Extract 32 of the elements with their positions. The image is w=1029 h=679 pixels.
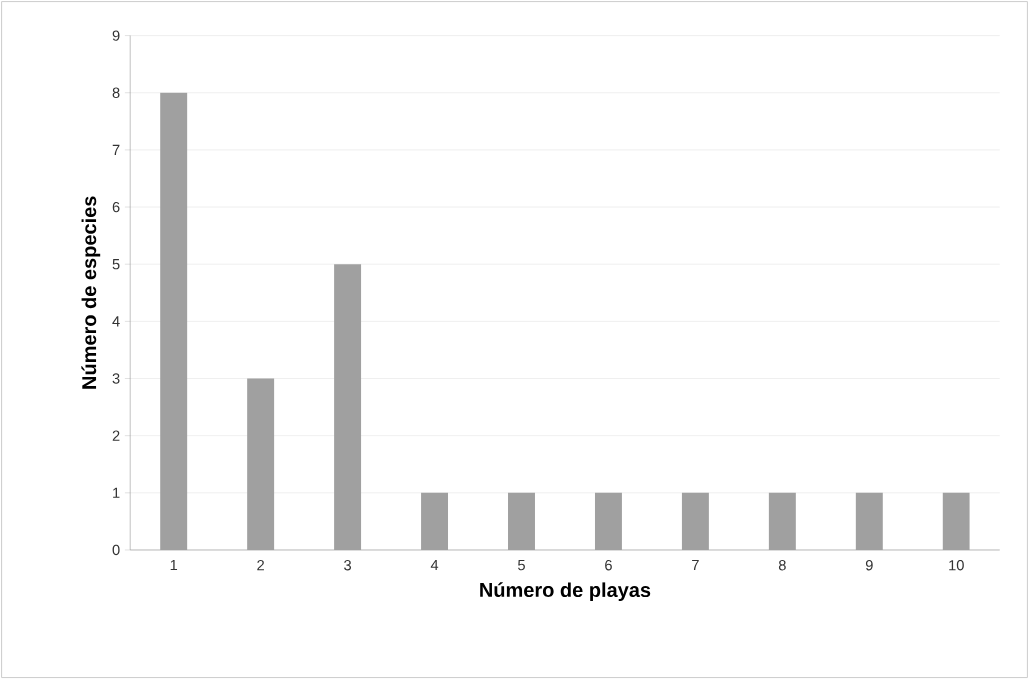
x-tick-label: 10: [949, 559, 964, 571]
y-tick-label: 3: [112, 373, 120, 384]
bar: [942, 492, 970, 550]
x-tick-label: 5: [518, 559, 525, 571]
y-tick-label: 2: [112, 430, 120, 441]
y-tick-label: 6: [112, 201, 120, 213]
x-tick-label: 4: [430, 559, 439, 571]
bar: [508, 492, 535, 550]
y-tick-label: 8: [112, 87, 120, 98]
x-tick-label: 7: [692, 559, 699, 571]
x-axis-title: Número de playas: [480, 582, 651, 601]
bar: [160, 92, 188, 550]
bar: [334, 264, 362, 550]
y-tick-label: 4: [112, 316, 120, 327]
y-axis-title: Número de especies: [81, 196, 101, 389]
bar: [855, 492, 883, 550]
bar: [594, 492, 622, 550]
y-tick-label: 1: [113, 487, 120, 498]
x-tick-label: 8: [778, 559, 786, 571]
bar: [681, 492, 709, 550]
x-tick-label: 9: [865, 559, 873, 571]
x-tick-label: 6: [605, 559, 612, 571]
bar: [768, 492, 796, 550]
x-tick-label: 3: [344, 559, 352, 571]
y-tick-label: 0: [112, 544, 120, 556]
bar: [421, 492, 449, 550]
y-tick-label: 5: [112, 259, 120, 270]
x-tick-label: 1: [170, 559, 178, 571]
y-tick-label: 9: [112, 30, 120, 41]
x-tick-label: 2: [257, 559, 264, 571]
bar: [247, 378, 275, 550]
y-tick-label: 7: [112, 144, 120, 155]
